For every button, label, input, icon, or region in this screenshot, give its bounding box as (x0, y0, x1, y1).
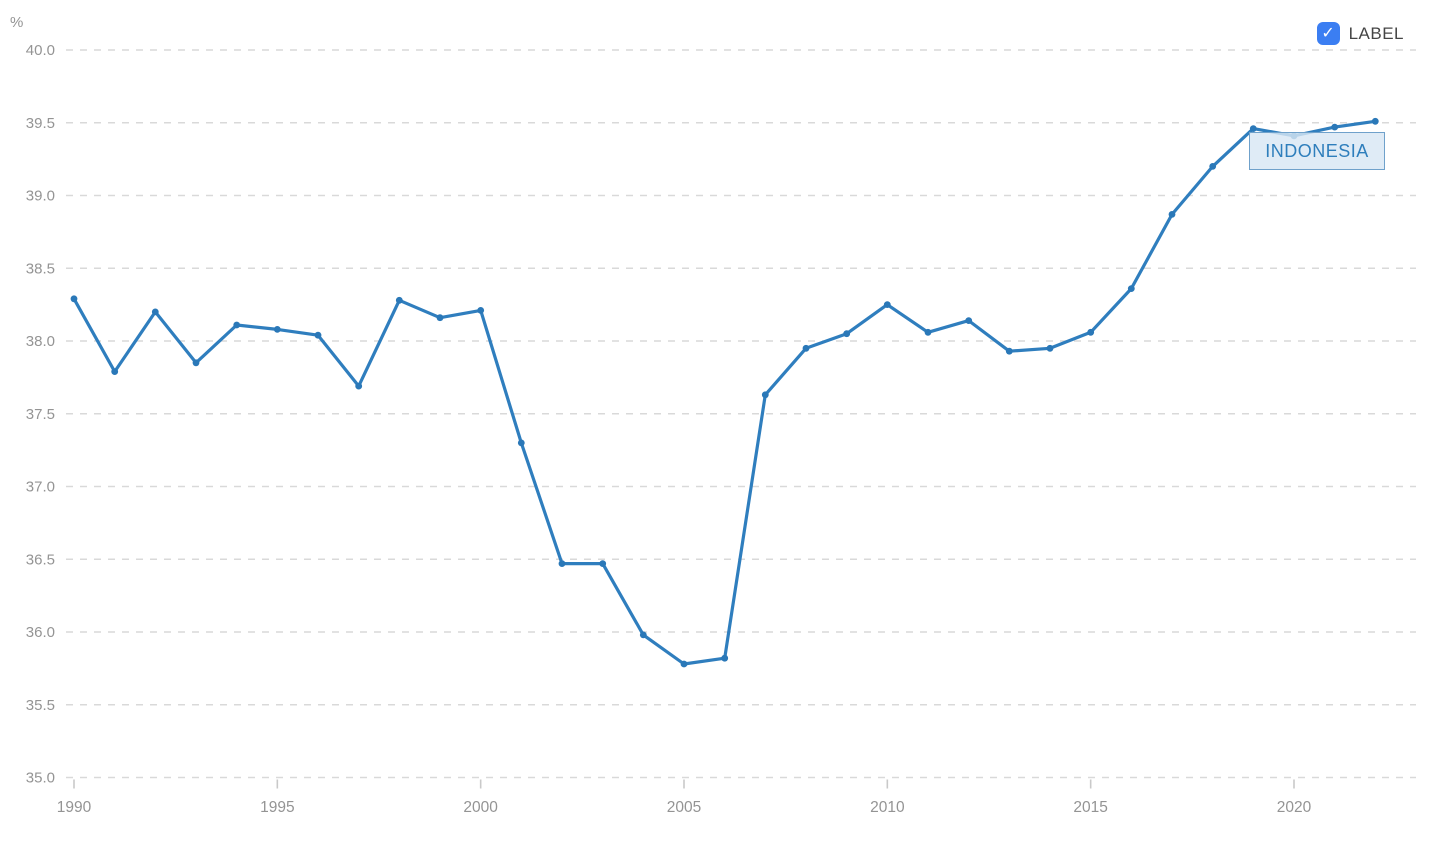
data-point[interactable] (151, 308, 159, 316)
x-tick-label: 2005 (667, 799, 701, 816)
data-point[interactable] (1127, 285, 1135, 292)
data-point[interactable] (1046, 344, 1054, 352)
data-point[interactable] (1209, 163, 1217, 170)
y-tick-label: 35.0 (26, 770, 55, 787)
y-tick-label: 39.5 (26, 115, 55, 132)
y-tick-label: 37.0 (26, 479, 55, 496)
y-tick-label: 37.5 (26, 406, 55, 423)
data-point[interactable] (1249, 125, 1257, 132)
data-point[interactable] (558, 560, 566, 567)
y-tick-label: 38.0 (26, 333, 55, 350)
data-point[interactable] (70, 295, 78, 303)
data-point[interactable] (395, 296, 403, 304)
data-point[interactable] (273, 326, 281, 333)
data-point[interactable] (965, 317, 973, 324)
series-label-indonesia[interactable]: INDONESIA (1249, 132, 1385, 170)
label-toggle[interactable]: ✓ LABEL (1316, 22, 1404, 45)
data-point[interactable] (843, 330, 851, 338)
data-point[interactable] (111, 368, 119, 375)
data-point[interactable] (477, 307, 485, 314)
data-point[interactable] (924, 328, 932, 336)
data-point[interactable] (517, 439, 525, 447)
x-tick-label: 2010 (870, 799, 905, 816)
data-point[interactable] (355, 382, 363, 390)
data-point[interactable] (761, 391, 769, 399)
data-point[interactable] (721, 654, 729, 662)
y-tick-label: 38.5 (26, 260, 55, 277)
data-line-indonesia (72, 119, 1377, 666)
checkbox-checked-icon[interactable]: ✓ (1316, 22, 1340, 45)
data-point[interactable] (1168, 211, 1176, 218)
data-point[interactable] (233, 321, 241, 329)
x-tick-label: 2015 (1073, 799, 1107, 816)
data-point[interactable] (883, 301, 891, 308)
data-point[interactable] (639, 631, 647, 639)
data-point[interactable] (599, 560, 607, 567)
y-tick-label: 35.5 (26, 697, 55, 714)
data-point[interactable] (1005, 347, 1013, 355)
x-tick-label: 1995 (260, 799, 294, 816)
y-tick-label: 36.5 (26, 551, 55, 568)
data-point[interactable] (680, 660, 688, 668)
data-point[interactable] (1331, 123, 1339, 131)
y-tick-label: 39.0 (26, 188, 55, 205)
data-point[interactable] (1371, 117, 1379, 125)
x-tick-label: 2000 (463, 799, 498, 816)
data-point[interactable] (802, 344, 810, 352)
y-tick-label: 40.0 (26, 42, 55, 59)
data-point[interactable] (1087, 328, 1095, 336)
data-point[interactable] (436, 314, 444, 322)
y-axis-unit-label: % (10, 14, 23, 31)
y-tick-label: 36.0 (26, 624, 55, 641)
data-point[interactable] (314, 331, 322, 339)
x-tick-label: 2020 (1277, 799, 1312, 816)
data-point[interactable] (192, 359, 200, 367)
x-tick-label: 1990 (57, 799, 92, 816)
label-toggle-text: LABEL (1348, 23, 1404, 43)
